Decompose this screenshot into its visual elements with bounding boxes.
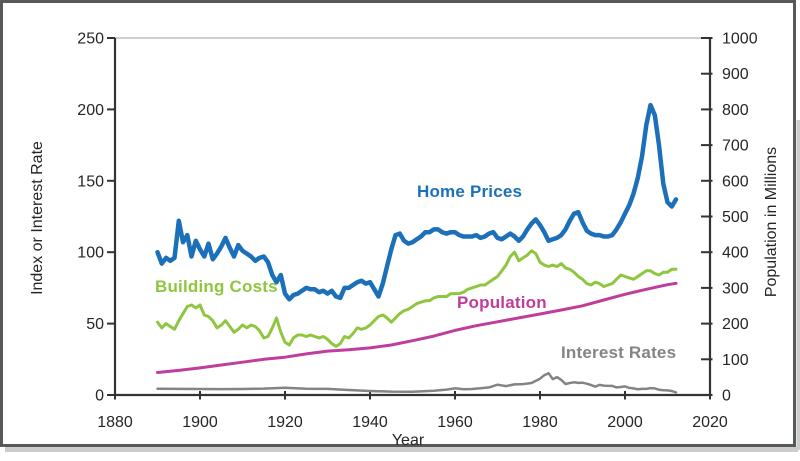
x-tick-label: 1940	[352, 414, 388, 431]
y-axis-title-right: Population in Millions	[763, 146, 780, 298]
y-right-tick-label: 500	[722, 209, 749, 226]
y-left-tick-label: 100	[77, 245, 104, 262]
y-right-tick-label: 900	[722, 66, 749, 83]
x-tick-label: 2000	[607, 414, 643, 431]
y-right-tick-label: 300	[722, 280, 749, 297]
series-label-building-costs: Building Costs	[155, 277, 278, 296]
series-label-interest-rates: Interest Rates	[561, 343, 677, 362]
line-home-prices	[155, 102, 679, 302]
y-right-tick-label: 1000	[722, 31, 758, 48]
x-tick-label: 1880	[97, 414, 133, 431]
y-left-tick-label: 150	[77, 173, 104, 190]
y-left-tick-label: 200	[77, 102, 104, 119]
y-left-tick-label: 0	[95, 388, 104, 405]
y-right-tick-label: 700	[722, 138, 749, 155]
y-right-tick-label: 0	[722, 388, 731, 405]
x-axis-title: Year	[391, 432, 425, 449]
x-tick-label: 1960	[437, 414, 473, 431]
y-left-tick-label: 250	[77, 31, 104, 48]
y-right-tick-label: 100	[722, 352, 749, 369]
series-label-population: Population	[457, 293, 547, 312]
line-building-costs	[156, 249, 678, 348]
y-left-tick-label: 50	[86, 316, 104, 333]
x-tick-label: 1920	[267, 414, 303, 431]
figure-shadow-right	[796, 120, 800, 450]
line-population	[156, 281, 678, 374]
line-interest-rates	[156, 371, 678, 394]
y-right-tick-label: 400	[722, 245, 749, 262]
figure-shadow-bottom	[5, 447, 798, 452]
x-tick-label: 1980	[522, 414, 558, 431]
y-right-tick-label: 800	[722, 102, 749, 119]
y-right-tick-label: 200	[722, 316, 749, 333]
y-right-tick-label: 600	[722, 173, 749, 190]
y-axis-title-left: Index or Interest Rate	[29, 141, 46, 295]
x-tick-label: 2020	[692, 414, 728, 431]
series-label-home-prices: Home Prices	[417, 182, 523, 201]
x-tick-label: 1900	[182, 414, 218, 431]
figure-border	[0, 0, 796, 447]
